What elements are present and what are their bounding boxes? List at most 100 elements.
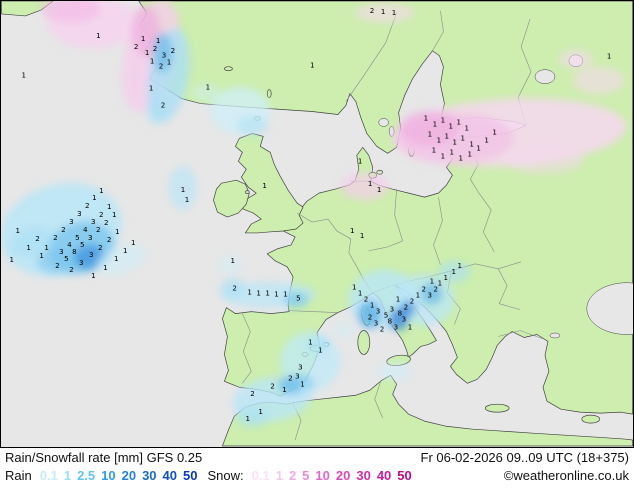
svg-text:1: 1 — [440, 115, 444, 124]
svg-text:2: 2 — [161, 101, 165, 110]
svg-text:1: 1 — [370, 301, 375, 310]
legend-scale-row: Rain 0.1 1 2.5 10 20 30 40 50 Snow: 0.1 1 2 5 10 20 3… — [5, 468, 629, 483]
svg-text:1: 1 — [107, 202, 112, 211]
svg-text:1: 1 — [358, 289, 363, 298]
svg-text:1: 1 — [436, 135, 440, 144]
map-title: Rain/Snowfall rate [mm] GFS 0.25 — [5, 450, 203, 465]
sea-of-marmara — [549, 332, 561, 339]
svg-text:3: 3 — [91, 217, 96, 226]
precipitation-overlay — [1, 1, 627, 428]
svg-text:1: 1 — [429, 277, 433, 286]
svg-text:1: 1 — [408, 323, 413, 332]
svg-text:2: 2 — [380, 325, 385, 334]
svg-text:2: 2 — [410, 297, 415, 306]
snow-scale-value: 20 — [335, 468, 351, 483]
svg-text:1: 1 — [437, 279, 442, 288]
svg-text:1: 1 — [360, 231, 364, 240]
rain-scale: 0.1 1 2.5 10 20 30 40 50 — [40, 468, 198, 483]
island-funen — [376, 169, 384, 175]
svg-text:5: 5 — [296, 294, 301, 303]
svg-text:1: 1 — [112, 210, 117, 219]
svg-text:1: 1 — [431, 145, 436, 154]
svg-text:3: 3 — [390, 305, 395, 314]
rain-scale-value: 50 — [183, 468, 198, 483]
svg-text:1: 1 — [274, 290, 279, 299]
lake-ladoga — [534, 69, 556, 84]
svg-text:5: 5 — [384, 311, 389, 320]
svg-text:1: 1 — [44, 243, 49, 252]
svg-text:1: 1 — [96, 31, 101, 40]
svg-text:1: 1 — [283, 290, 287, 299]
svg-text:1: 1 — [206, 83, 211, 92]
map-datetime: Fr 06-02-2026 09..09 UTC (18+375) — [420, 450, 629, 465]
svg-text:1: 1 — [300, 379, 305, 388]
svg-text:1: 1 — [377, 185, 382, 194]
landmass-britain — [235, 133, 304, 234]
svg-text:3: 3 — [298, 362, 303, 371]
svg-text:1: 1 — [456, 117, 461, 126]
svg-text:1: 1 — [245, 414, 250, 423]
svg-text:2: 2 — [433, 285, 437, 294]
svg-text:1: 1 — [181, 185, 186, 194]
svg-text:1: 1 — [92, 193, 97, 202]
svg-text:3: 3 — [376, 307, 381, 316]
svg-text:1: 1 — [396, 295, 401, 304]
svg-text:1: 1 — [99, 186, 104, 195]
snow-scale: 0.1 1 2 5 10 20 30 40 50 — [252, 468, 412, 483]
svg-text:1: 1 — [265, 289, 270, 298]
snow-scale-value: 0.1 — [251, 468, 270, 483]
svg-text:1: 1 — [452, 137, 457, 146]
svg-text:2: 2 — [288, 373, 293, 382]
rain-scale-value: 2.5 — [77, 468, 96, 483]
svg-text:2: 2 — [96, 225, 101, 234]
svg-text:1: 1 — [123, 246, 128, 255]
svg-text:1: 1 — [9, 255, 14, 264]
island-cyprus — [581, 414, 601, 424]
island-man — [244, 190, 250, 194]
svg-text:1: 1 — [149, 84, 153, 93]
svg-text:1: 1 — [15, 226, 20, 235]
svg-text:4: 4 — [67, 240, 72, 249]
svg-text:2: 2 — [107, 235, 112, 244]
svg-text:2: 2 — [370, 6, 375, 15]
svg-text:1: 1 — [247, 288, 252, 297]
snow-scale-value: 30 — [356, 468, 371, 483]
svg-text:2: 2 — [153, 44, 158, 53]
svg-text:1: 1 — [457, 261, 461, 270]
svg-text:5: 5 — [64, 254, 69, 263]
svg-text:1: 1 — [131, 238, 135, 247]
svg-text:1: 1 — [469, 139, 474, 148]
svg-text:3: 3 — [374, 319, 378, 328]
lake-vanern — [378, 118, 389, 127]
svg-text:1: 1 — [91, 271, 96, 280]
svg-text:1: 1 — [308, 337, 312, 346]
snow-scale-value: 40 — [376, 468, 392, 483]
svg-text:1: 1 — [318, 345, 322, 354]
svg-text:1: 1 — [458, 153, 463, 162]
svg-text:1: 1 — [476, 143, 481, 152]
svg-text:1: 1 — [448, 121, 453, 130]
svg-text:2: 2 — [364, 295, 368, 304]
svg-text:1: 1 — [26, 243, 31, 252]
svg-text:5: 5 — [80, 240, 85, 249]
svg-text:1: 1 — [256, 289, 260, 298]
svg-text:2: 2 — [104, 218, 109, 227]
svg-text:1: 1 — [432, 119, 437, 128]
svg-text:2: 2 — [368, 313, 373, 322]
svg-text:3: 3 — [88, 233, 93, 242]
svg-text:1: 1 — [350, 226, 354, 235]
island-sardinia — [357, 330, 371, 355]
legend-bar: Rain/Snowfall rate [mm] GFS 0.25 Fr 06-0… — [0, 448, 634, 490]
rain-scale-value: 30 — [142, 468, 157, 483]
snow-scale-value: 10 — [315, 468, 330, 483]
svg-text:3: 3 — [162, 51, 167, 60]
svg-text:2: 2 — [159, 62, 163, 71]
svg-text:5: 5 — [75, 233, 80, 242]
svg-text:1: 1 — [392, 8, 396, 17]
svg-text:1: 1 — [141, 34, 146, 43]
svg-text:1: 1 — [39, 251, 44, 260]
svg-text:1: 1 — [424, 113, 429, 122]
